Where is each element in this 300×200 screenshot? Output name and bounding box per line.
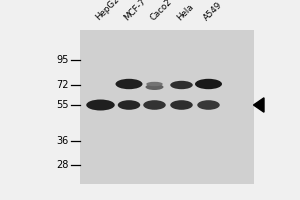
Ellipse shape [197, 100, 220, 110]
Text: 95: 95 [57, 55, 69, 65]
Text: 72: 72 [56, 80, 69, 90]
Text: A549: A549 [202, 0, 224, 22]
Ellipse shape [146, 84, 164, 90]
Text: 36: 36 [57, 136, 69, 146]
Polygon shape [254, 98, 264, 112]
Ellipse shape [143, 100, 166, 110]
Ellipse shape [146, 82, 163, 86]
Text: Hela: Hela [175, 2, 195, 22]
Text: 55: 55 [56, 100, 69, 110]
Text: MCF-7: MCF-7 [123, 0, 148, 22]
Ellipse shape [86, 99, 115, 110]
Ellipse shape [170, 81, 193, 89]
Text: HepG2: HepG2 [94, 0, 122, 22]
Ellipse shape [118, 100, 140, 110]
Bar [80, 30, 254, 184]
Text: Caco2: Caco2 [148, 0, 173, 22]
Ellipse shape [116, 79, 142, 89]
Text: 28: 28 [57, 160, 69, 170]
Ellipse shape [195, 79, 222, 89]
Ellipse shape [170, 100, 193, 110]
